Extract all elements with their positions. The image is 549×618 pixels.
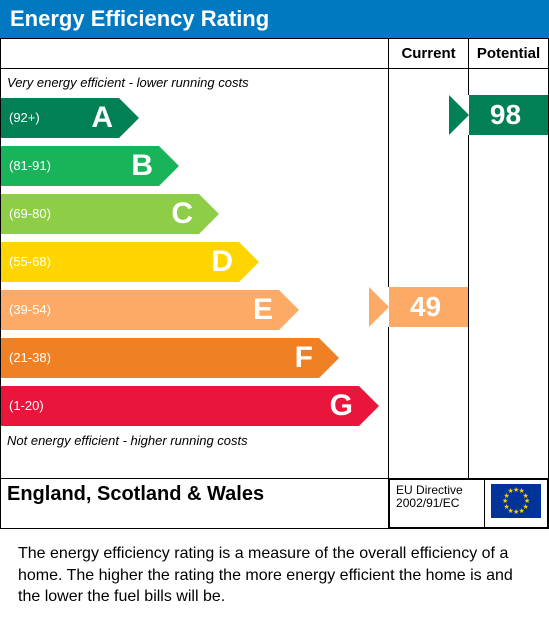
band-arrow-icon: [159, 146, 179, 186]
bands-cell: Very energy efficient - lower running co…: [1, 69, 389, 479]
directive-line1: EU Directive: [396, 483, 463, 497]
band-bar-d: (55-68) D: [1, 242, 239, 282]
band-bar-g: (1-20) G: [1, 386, 359, 426]
band-bar-b: (81-91) B: [1, 146, 159, 186]
band-range: (1-20): [9, 398, 44, 413]
region-cell: England, Scotland & Wales: [1, 479, 389, 529]
band-row-d: (55-68) D: [1, 239, 239, 284]
band-bar-e: (39-54) E: [1, 290, 279, 330]
band-range: (39-54): [9, 302, 51, 317]
potential-column: 98: [469, 69, 549, 479]
eu-star-icon: ★: [508, 487, 514, 495]
band-bar-f: (21-38) F: [1, 338, 319, 378]
band-range: (81-91): [9, 158, 51, 173]
band-bar-c: (69-80) C: [1, 194, 199, 234]
note-top: Very energy efficient - lower running co…: [1, 71, 255, 94]
band-range: (55-68): [9, 254, 51, 269]
band-letter: F: [295, 341, 319, 375]
band-letter: C: [171, 197, 199, 231]
band-row-a: (92+) A: [1, 95, 119, 140]
band-row-c: (69-80) C: [1, 191, 199, 236]
directive-line2: 2002/91/EC: [396, 496, 459, 510]
band-range: (21-38): [9, 350, 51, 365]
value-pointer-current: 49: [369, 287, 468, 327]
band-range: (92+): [9, 110, 40, 125]
band-arrow-icon: [319, 338, 339, 378]
band-letter: A: [91, 101, 119, 135]
value-pointer-potential: 98: [449, 95, 548, 135]
value-arrow-icon: [449, 95, 469, 135]
band-arrow-icon: [359, 386, 379, 426]
footer-row: England, Scotland & Wales EU Directive 2…: [1, 479, 549, 529]
directive-cell: EU Directive 2002/91/EC: [390, 480, 485, 528]
band-bar-a: (92+) A: [1, 98, 119, 138]
description-text: The energy efficiency rating is a measur…: [0, 529, 549, 618]
header-blank: [1, 39, 389, 69]
directive-wrap: EU Directive 2002/91/EC ★★★★★★★★★★★★: [389, 479, 549, 529]
band-row-f: (21-38) F: [1, 335, 319, 380]
eu-flag-icon: ★★★★★★★★★★★★: [491, 484, 541, 518]
header-potential: Potential: [469, 39, 549, 69]
band-arrow-icon: [119, 98, 139, 138]
value-arrow-icon: [369, 287, 389, 327]
band-letter: G: [330, 389, 359, 423]
band-arrow-icon: [239, 242, 259, 282]
region-text: England, Scotland & Wales: [7, 483, 264, 505]
eu-star-icon: ★: [519, 507, 525, 515]
header-current: Current: [389, 39, 469, 69]
band-letter: D: [211, 245, 239, 279]
eu-flag-cell: ★★★★★★★★★★★★: [485, 480, 548, 528]
band-row-g: (1-20) G: [1, 383, 359, 428]
band-letter: B: [131, 149, 159, 183]
band-arrow-icon: [279, 290, 299, 330]
band-row-e: (39-54) E: [1, 287, 279, 332]
value-number-potential: 98: [476, 99, 521, 131]
band-range: (69-80): [9, 206, 51, 221]
rating-table: Current Potential Very energy efficient …: [0, 38, 549, 529]
title-bar: Energy Efficiency Rating: [0, 0, 549, 38]
band-arrow-icon: [199, 194, 219, 234]
epc-rating-container: Energy Efficiency Rating Current Potenti…: [0, 0, 549, 618]
chart-row: Very energy efficient - lower running co…: [1, 69, 549, 479]
value-number-current: 49: [396, 291, 441, 323]
note-bottom: Not energy efficient - higher running co…: [1, 429, 254, 452]
band-letter: E: [253, 293, 279, 327]
header-row: Current Potential: [1, 39, 549, 69]
band-row-b: (81-91) B: [1, 143, 159, 188]
